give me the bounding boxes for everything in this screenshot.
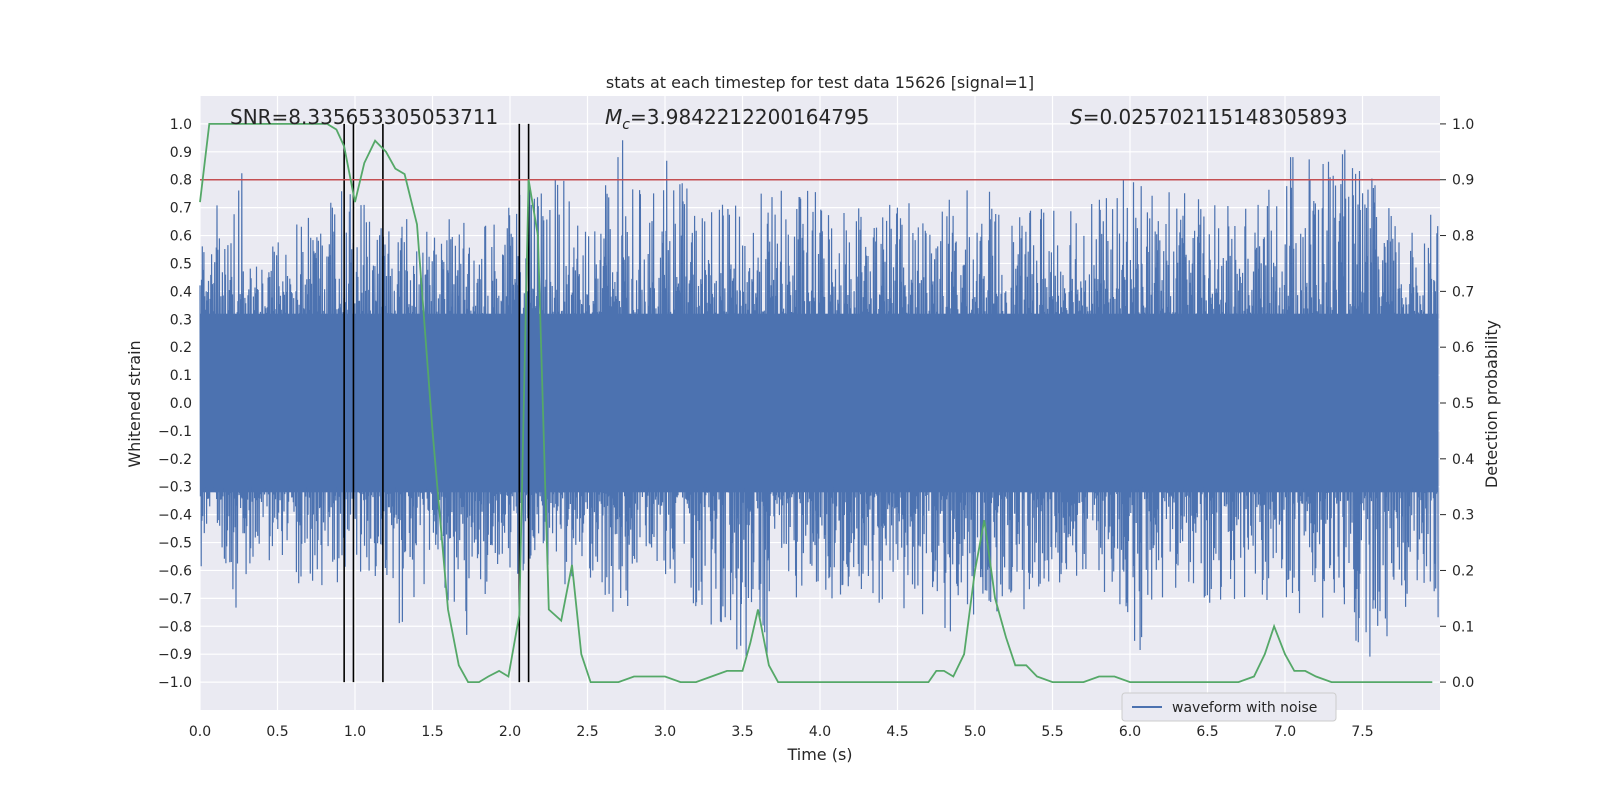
legend-box bbox=[1121, 692, 1337, 722]
y-tick-label: −0.6 bbox=[158, 563, 192, 579]
x-tick-label: 4.5 bbox=[886, 724, 908, 740]
y-tick-label: 0.3 bbox=[170, 312, 192, 328]
y-right-tick-label: 0.3 bbox=[1452, 508, 1474, 524]
x-tick-label: 1.5 bbox=[421, 724, 443, 740]
x-tick-label: 2.0 bbox=[499, 724, 521, 740]
y-tick-label: 0.1 bbox=[170, 368, 192, 384]
y-axis-right-label: Detection probability bbox=[1482, 320, 1501, 488]
y-tick-label: 0.8 bbox=[170, 173, 192, 189]
x-tick-label: 1.0 bbox=[344, 724, 366, 740]
s-value: =0.025702115148305893 bbox=[1083, 105, 1348, 129]
y-right-tick-label: 0.4 bbox=[1452, 452, 1474, 468]
y-tick-label: −0.1 bbox=[158, 424, 192, 440]
waveform-series bbox=[199, 140, 1439, 657]
y-tick-label: 0.5 bbox=[170, 256, 192, 272]
y-right-tick-label: 0.2 bbox=[1452, 563, 1474, 579]
chart-title: stats at each timestep for test data 156… bbox=[606, 73, 1034, 92]
probability-line bbox=[199, 123, 1433, 683]
legend: waveform with noise bbox=[1121, 692, 1337, 722]
y-tick-label: 1.0 bbox=[170, 117, 192, 133]
y-tick-label: −0.7 bbox=[158, 591, 192, 607]
y-right-tick-label: 0.9 bbox=[1452, 173, 1474, 189]
x-tick-label: 7.5 bbox=[1351, 724, 1373, 740]
chirp-mass-symbol: M bbox=[605, 105, 622, 129]
chirp-mass-annotation: Mc=3.9842212200164795 bbox=[605, 105, 869, 133]
y-axis-left-ticks: 1.0 0.9 0.8 0.7 0.6 0.5 0.4 0.3 0.2 0.1 0.0 −0.1 −0.… bbox=[158, 117, 192, 691]
legend-waveform-label: waveform with noise bbox=[1172, 700, 1317, 716]
y-right-tick-label: 0.1 bbox=[1452, 619, 1474, 635]
probability-series bbox=[199, 123, 1433, 683]
y-tick-label: 0.9 bbox=[170, 145, 192, 161]
snr-annotation: SNR=8.335653305053711 bbox=[230, 105, 498, 129]
x-tick-label: 3.0 bbox=[654, 724, 676, 740]
x-tick-label: 2.5 bbox=[576, 724, 598, 740]
y-right-tick-label: 1.0 bbox=[1452, 117, 1474, 133]
x-tick-label: 6.0 bbox=[1119, 724, 1141, 740]
chirp-mass-subscript: c bbox=[622, 117, 630, 133]
y-axis-right-ticks: 1.0 0.9 0.8 0.7 0.6 0.5 0.4 0.3 0.2 0.1 0.0 bbox=[1440, 117, 1474, 691]
y-tick-label: 0.7 bbox=[170, 201, 192, 217]
x-tick-label: 6.5 bbox=[1196, 724, 1218, 740]
x-axis-ticks: 0.0 0.5 1.0 1.5 2.0 2.5 3.0 3.5 4.0 4.5 5.0 5.5 6.0 6… bbox=[189, 724, 1374, 740]
y-tick-label: 0.2 bbox=[170, 340, 192, 356]
y-tick-label: −0.4 bbox=[158, 508, 192, 524]
y-tick-label: 0.0 bbox=[170, 396, 192, 412]
y-right-tick-label: 0.8 bbox=[1452, 229, 1474, 245]
s-symbol: S bbox=[1070, 105, 1083, 129]
y-axis-label: Whitened strain bbox=[125, 340, 144, 467]
y-tick-label: −1.0 bbox=[158, 675, 192, 691]
y-tick-label: −0.2 bbox=[158, 452, 192, 468]
x-tick-label: 4.0 bbox=[809, 724, 831, 740]
waveform-line bbox=[199, 140, 1439, 657]
y-tick-label: −0.3 bbox=[158, 480, 192, 496]
y-right-tick-label: 0.0 bbox=[1452, 675, 1474, 691]
y-tick-label: −0.5 bbox=[158, 536, 192, 552]
y-tick-label: −0.8 bbox=[158, 619, 192, 635]
y-tick-label: 0.6 bbox=[170, 229, 192, 245]
x-tick-label: 5.5 bbox=[1041, 724, 1063, 740]
x-tick-label: 0.0 bbox=[189, 724, 211, 740]
s-annotation: S=0.025702115148305893 bbox=[1070, 105, 1348, 129]
y-right-tick-label: 0.7 bbox=[1452, 284, 1474, 300]
y-right-tick-label: 0.6 bbox=[1452, 340, 1474, 356]
x-tick-label: 0.5 bbox=[266, 724, 288, 740]
y-right-tick-label: 0.5 bbox=[1452, 396, 1474, 412]
x-tick-label: 3.5 bbox=[731, 724, 753, 740]
x-tick-label: 5.0 bbox=[964, 724, 986, 740]
chirp-mass-value: =3.9842212200164795 bbox=[630, 105, 869, 129]
y-tick-label: −0.9 bbox=[158, 647, 192, 663]
y-tick-label: 0.4 bbox=[170, 284, 192, 300]
x-axis-label: Time (s) bbox=[786, 745, 852, 764]
x-tick-label: 7.0 bbox=[1274, 724, 1296, 740]
